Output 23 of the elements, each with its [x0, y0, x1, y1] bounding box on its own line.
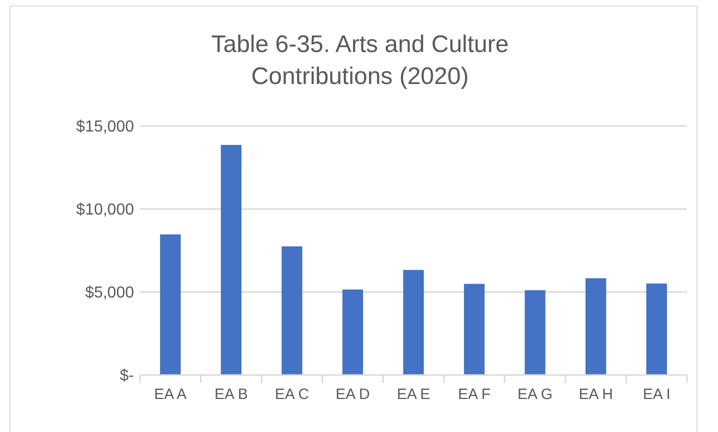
bar [586, 278, 606, 375]
x-tick-label: EA I [642, 386, 670, 403]
x-tick-label: EA E [396, 386, 430, 403]
chart-title: Table 6-35. Arts and Culture Contributions (2020) [211, 31, 509, 90]
bar [464, 284, 485, 375]
x-tick-label: EA C [274, 386, 310, 403]
y-tick-label: $15,000 [76, 118, 134, 136]
x-tick-label: EA B [214, 386, 248, 403]
bar [160, 234, 181, 375]
y-tick-label: $- [120, 368, 134, 385]
x-tick-label: EA H [578, 386, 613, 403]
bar [524, 290, 546, 375]
x-tick-label: EA A [154, 386, 187, 403]
y-tick-label: $10,000 [76, 202, 134, 219]
bar [403, 270, 424, 375]
x-tick-label: EA F [458, 386, 491, 403]
bar [646, 284, 667, 375]
y-tick-label: $5,000 [85, 284, 134, 302]
bar [342, 290, 364, 375]
bar [282, 246, 302, 375]
bar [220, 144, 242, 375]
x-tick-label: EA D [336, 386, 370, 403]
x-tick-label: EA G [518, 386, 553, 403]
